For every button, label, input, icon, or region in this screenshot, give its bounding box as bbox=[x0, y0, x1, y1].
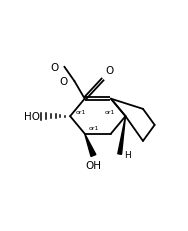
Polygon shape bbox=[85, 134, 96, 157]
Text: O: O bbox=[50, 62, 58, 72]
Text: HO: HO bbox=[24, 112, 39, 122]
Text: OH: OH bbox=[85, 160, 102, 170]
Text: O: O bbox=[105, 66, 113, 76]
Text: H: H bbox=[124, 150, 131, 159]
Text: O: O bbox=[59, 77, 67, 87]
Text: or1: or1 bbox=[88, 126, 99, 131]
Text: or1: or1 bbox=[75, 110, 86, 115]
Text: or1: or1 bbox=[104, 110, 115, 115]
Polygon shape bbox=[118, 117, 126, 155]
